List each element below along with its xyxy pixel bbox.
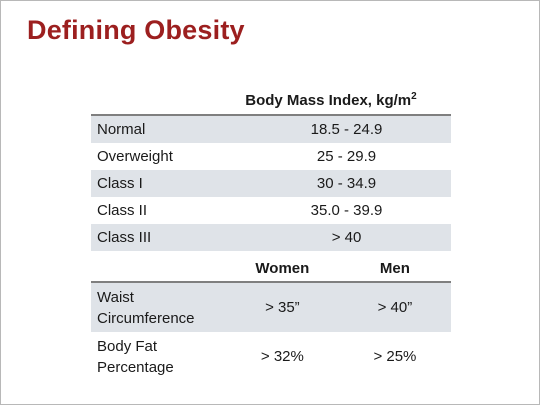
bmi-table-header-row: Body Mass Index, kg/m2: [91, 87, 451, 115]
table-row: Class II 35.0 - 39.9: [91, 197, 451, 224]
measure-table-header-row: Women Men: [91, 256, 451, 282]
measure-label-line1: Waist: [97, 288, 134, 306]
bmi-category-label: Class I: [97, 175, 143, 192]
men-column-header: Men: [379, 260, 410, 277]
bmi-column-header: Body Mass Index, kg/m2: [91, 87, 451, 115]
bmi-range-value: 35.0 - 39.9: [310, 202, 383, 219]
bmi-range-value: 25 - 29.9: [316, 148, 377, 165]
measure-header-spacer: [91, 256, 226, 282]
bmi-category-label: Class III: [97, 229, 152, 246]
bmi-table: Body Mass Index, kg/m2 Normal 18.5 - 24.…: [91, 87, 451, 251]
table-row: Overweight 25 - 29.9: [91, 143, 451, 170]
women-value: > 32%: [260, 348, 304, 365]
table-row: Class III > 40: [91, 224, 451, 251]
measure-label-line1: Body Fat: [97, 337, 158, 355]
bmi-category-label: Overweight: [97, 148, 173, 165]
measure-label-line2: Percentage: [97, 358, 174, 376]
bmi-range-value: > 40: [331, 229, 362, 246]
measure-label: Body Fat Percentage: [91, 332, 226, 381]
table-row: Class I 30 - 34.9: [91, 170, 451, 197]
bmi-category-label: Class II: [97, 202, 148, 219]
table-row: Normal 18.5 - 24.9: [91, 115, 451, 143]
measure-table: Women Men Waist Circumference > 35” > 40”…: [91, 256, 451, 381]
measure-label: Waist Circumference: [91, 282, 226, 332]
measure-label-line2: Circumference: [97, 309, 195, 327]
men-value: > 40”: [377, 299, 413, 316]
bmi-column-header-text: Body Mass Index, kg/m: [245, 92, 412, 109]
women-column-header: Women: [255, 260, 310, 277]
slide-title: Defining Obesity: [27, 15, 245, 45]
women-value: > 35”: [265, 299, 300, 316]
bmi-category-label: Normal: [97, 121, 146, 138]
men-value: > 25%: [373, 348, 417, 365]
table-row: Waist Circumference > 35” > 40”: [91, 282, 451, 332]
bmi-range-value: 18.5 - 24.9: [310, 121, 383, 138]
table-row: Body Fat Percentage > 32% > 25%: [91, 332, 451, 381]
bmi-column-header-superscript: 2: [411, 91, 417, 102]
bmi-range-value: 30 - 34.9: [316, 175, 377, 192]
